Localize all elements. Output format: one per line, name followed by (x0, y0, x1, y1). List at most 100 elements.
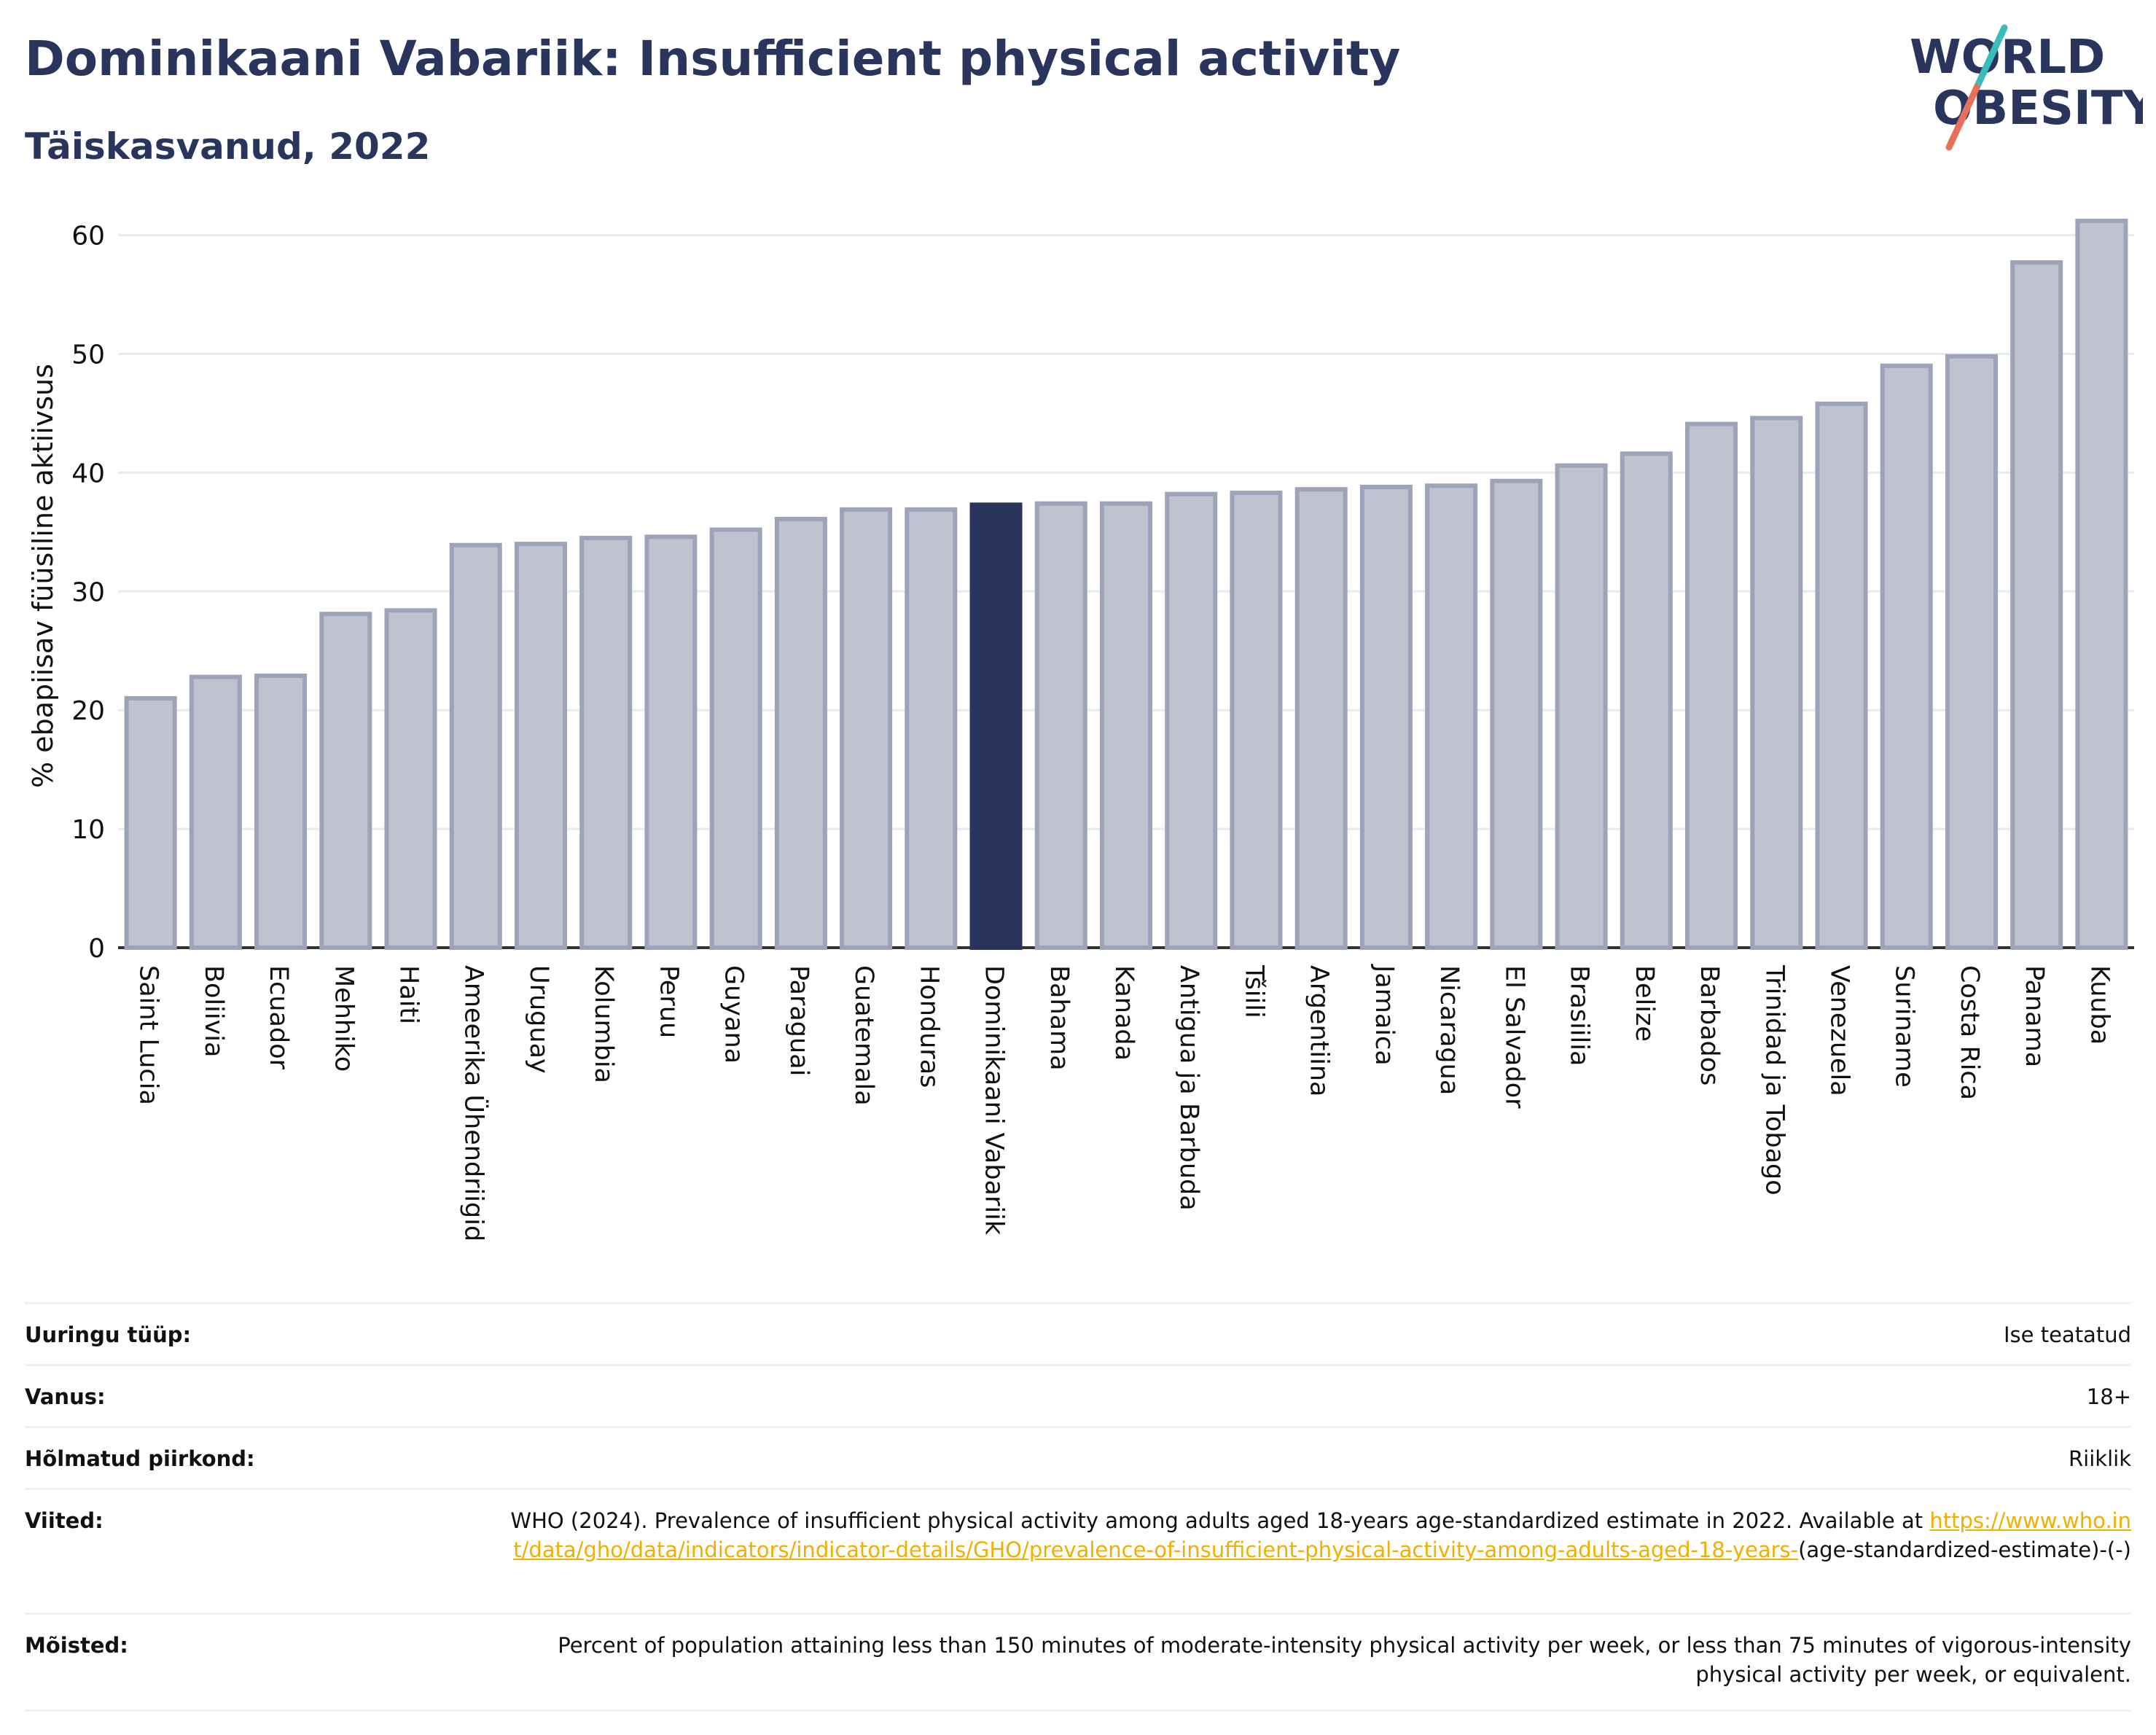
x-tick-label: El Salvador (1499, 965, 1528, 1109)
x-tick-label: Kolumbia (589, 965, 618, 1083)
x-tick-label: Antigua ja Barbuda (1174, 965, 1203, 1211)
y-tick-labels: 0 10 20 30 40 50 60 (71, 222, 105, 964)
bar (1880, 363, 1933, 951)
meta-value: Ise teatatud (2004, 1304, 2131, 1349)
bar (384, 608, 437, 951)
x-tick-label: Peruu (654, 965, 683, 1038)
page-title: Dominikaani Vabariik: Insufficient physi… (25, 31, 1401, 87)
x-tick-label: Kanada (1109, 965, 1138, 1061)
bar (840, 507, 893, 950)
x-tick-label: Tšiili (1239, 964, 1268, 1018)
meta-label: Viited: (25, 1508, 103, 1533)
meta-label: Hõlmatud piirkond: (25, 1446, 255, 1471)
bar (254, 673, 308, 950)
bar (1620, 451, 1673, 950)
meta-row: Mõisted: Percent of population attaining … (25, 1613, 2131, 1712)
x-tick-label: Venezuela (1824, 965, 1854, 1096)
bar-chart: 0 10 20 30 40 50 60 Saint Lucia Boliivia Ecuador… (27, 219, 2134, 1241)
bar (1945, 354, 1998, 950)
x-tick-labels: Saint Lucia Boliivia Ecuador Mehhiko Haiti Am… (134, 964, 2114, 1241)
x-tick-label: Haiti (394, 965, 423, 1024)
x-tick-label: Jamaica (1370, 964, 1399, 1066)
x-tick-label: Nicaragua (1434, 965, 1464, 1095)
bar (1425, 483, 1478, 950)
bar (514, 542, 567, 950)
x-tick-label: Argentiina (1305, 965, 1334, 1096)
bar (644, 534, 698, 950)
bar (1750, 416, 1803, 950)
meta-row: Hõlmatud piirkond: Riiklik (25, 1426, 2131, 1488)
bar (1815, 401, 1868, 950)
meta-value-text: Ise teatatud (2003, 1322, 2131, 1347)
bar (905, 507, 958, 950)
x-tick-label: Ameerika Ühendriigid (459, 965, 490, 1241)
meta-row: Viited: WHO (2024). Prevalence of insuffi… (25, 1488, 2131, 1613)
bars (124, 219, 2128, 951)
meta-label: Vanus: (25, 1384, 106, 1409)
bar (709, 527, 762, 950)
x-tick-label: Ecuador (264, 965, 293, 1070)
logo-slash-bottom (1945, 84, 1980, 151)
meta-value: Percent of population attaining less tha… (499, 1615, 2131, 1689)
y-tick-label: 20 (71, 696, 105, 726)
x-tick-label: Paraguai (784, 965, 813, 1076)
world-obesity-logo: WORLD OBESITY (1910, 24, 2143, 151)
x-tick-label: Guatemala (849, 965, 878, 1106)
logo-slash-top (1973, 24, 2008, 91)
bar (1099, 501, 1153, 950)
y-tick-label: 60 (71, 222, 105, 252)
y-tick-label: 40 (71, 459, 105, 488)
bar (1034, 501, 1087, 950)
bar (774, 516, 827, 950)
bar (449, 542, 502, 950)
meta-value: 18+ (2087, 1366, 2131, 1411)
x-tick-label: Trinidad ja Tobago (1759, 964, 1789, 1196)
x-tick-label: Guyana (719, 965, 749, 1064)
x-tick-label: Suriname (1890, 965, 1919, 1088)
x-tick-label: Saint Lucia (134, 965, 163, 1105)
meta-label: Uuringu tüüp: (25, 1322, 192, 1347)
x-tick-label: Bahama (1044, 965, 1074, 1071)
x-tick-label: Uruguay (524, 965, 553, 1074)
x-tick-label: Barbados (1695, 965, 1724, 1085)
x-tick-label: Kuuba (2085, 965, 2114, 1045)
y-tick-label: 30 (71, 577, 105, 607)
meta-value-text: WHO (2024). Prevalence of insufficient p… (510, 1508, 1923, 1533)
bar (1359, 484, 1413, 950)
page-subtitle: Täiskasvanud, 2022 (25, 125, 431, 168)
x-tick-label: Mehhiko (329, 965, 358, 1072)
meta-value: WHO (2024). Prevalence of insufficient p… (499, 1490, 2131, 1564)
y-tick-label: 50 (71, 340, 105, 370)
x-tick-label: Dominikaani Vabariik (980, 965, 1009, 1236)
bar (2010, 260, 2063, 950)
bar (319, 612, 372, 950)
meta-label: Mõisted: (25, 1633, 128, 1658)
bar (189, 674, 242, 950)
bar (579, 535, 633, 950)
y-tick-label: 0 (88, 934, 105, 964)
meta-value-suffix: (age-standardized-estimate)-(-) (1798, 1537, 2131, 1562)
meta-value: Riiklik (2069, 1428, 2131, 1473)
reference-link[interactable]: https://www.who.int/data/gho/data/indica… (513, 1508, 2131, 1562)
bar (1555, 463, 1608, 950)
x-tick-label: Costa Rica (1955, 965, 1984, 1100)
meta-row: Vanus: 18+ (25, 1364, 2131, 1426)
bar (1230, 491, 1283, 950)
bar (2075, 219, 2128, 950)
metadata-table: Uuringu tüüp: Ise teatatud Vanus: 18+ Hõlmat… (25, 1302, 2131, 1712)
x-tick-label: Honduras (914, 965, 943, 1088)
meta-row: Uuringu tüüp: Ise teatatud (25, 1302, 2131, 1364)
x-tick-label: Panama (2020, 965, 2049, 1067)
bar-highlighted (969, 502, 1023, 950)
bar (1165, 491, 1218, 950)
x-tick-label: Brasiilia (1565, 965, 1594, 1066)
bar (1294, 487, 1348, 950)
x-tick-label: Boliivia (199, 965, 228, 1057)
meta-value-text: 18+ (2086, 1384, 2131, 1409)
bar (124, 695, 177, 950)
bar (1490, 478, 1543, 950)
bar (1685, 421, 1738, 950)
meta-value-text: Percent of population attaining less tha… (558, 1633, 2131, 1687)
meta-value-text: Riiklik (2069, 1446, 2131, 1471)
y-tick-label: 10 (71, 815, 105, 845)
